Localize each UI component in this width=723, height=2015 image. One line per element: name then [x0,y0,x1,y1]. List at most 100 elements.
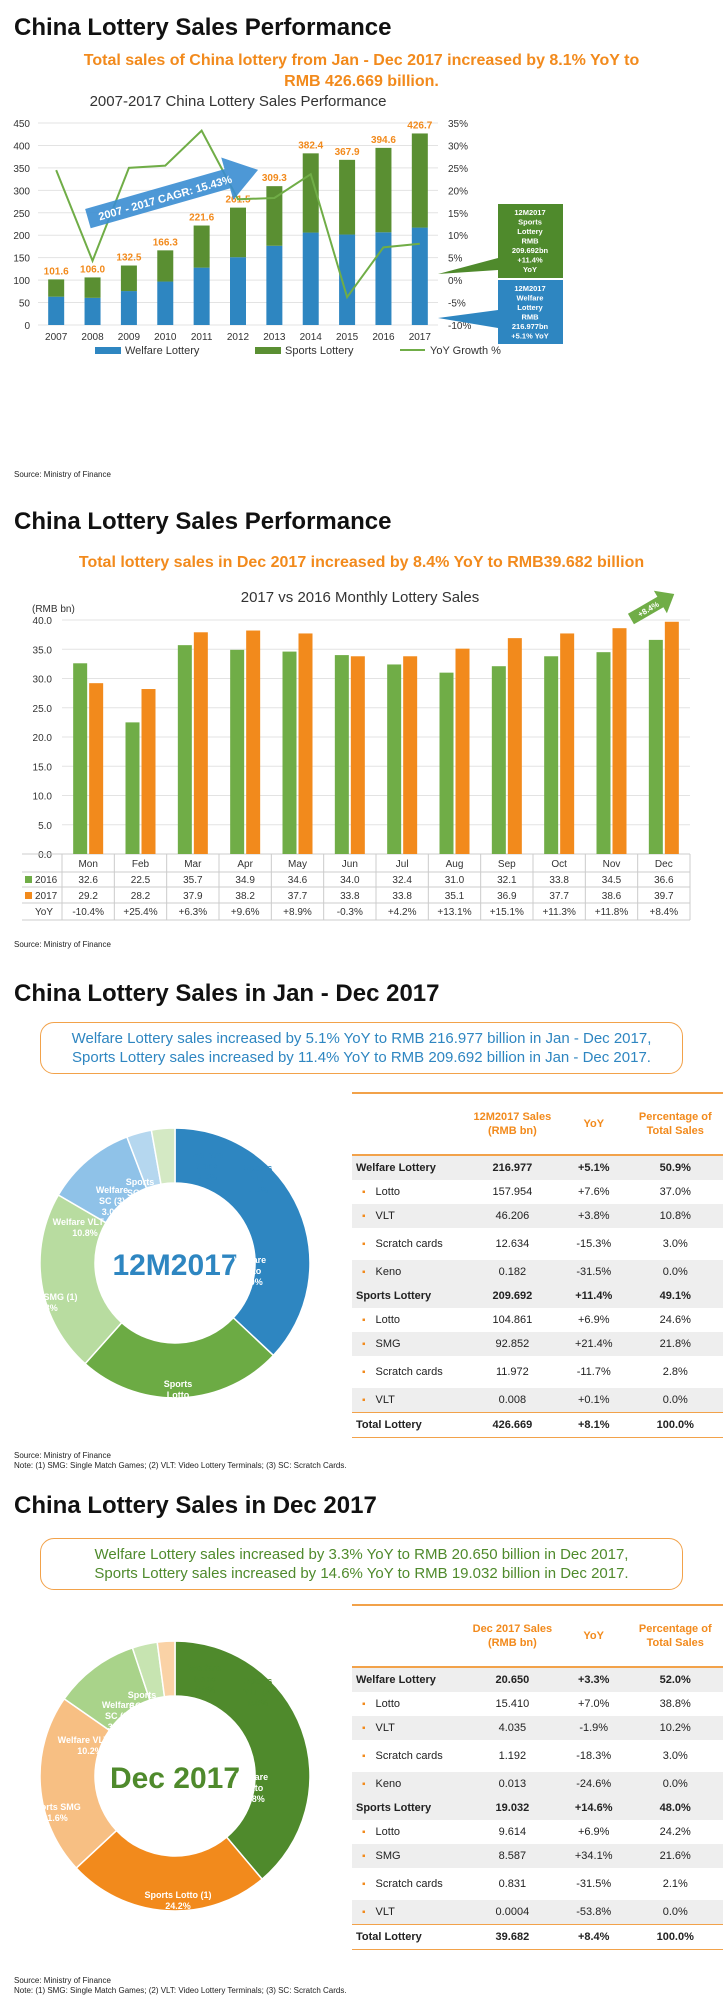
bullet-icon: ▪ [362,1186,366,1198]
bar-2016 [387,664,402,854]
table-cell: -15.3% [576,1238,612,1250]
table-header-cell: Percentage of Total Sales [627,1604,723,1668]
row-label-text: Scratch cards [375,1750,443,1763]
table-cell: 0.0004 [464,1900,560,1925]
chart1-title: 2007-2017 China Lottery Sales Performanc… [90,93,387,110]
bar-2017 [141,689,156,854]
pie-center-label: 12M2017 [112,1249,237,1282]
bar-welfare [375,232,392,325]
row-label: ▪ Scratch cards [352,1868,465,1900]
table-cell: 0.831 [498,1878,527,1890]
row-label: ▪ Scratch cards [352,1356,465,1388]
legend-label-sports: Sports Lottery [285,345,354,357]
slice-pct: 24.2% [165,1901,191,1911]
slice-pct: 0.0% [197,1172,218,1182]
sports-callout-text: 12M2017 [514,208,545,217]
legend-swatch-2017 [25,892,32,899]
bar-sports [302,153,319,233]
slice-label: SC (3) [129,1701,155,1711]
x-tick-label: 2010 [154,332,177,343]
table-cell: 0.013 [464,1772,560,1796]
row-label: ▪ SMG [352,1332,465,1356]
y-tick-label: 400 [13,141,30,152]
bar-sports [411,133,428,228]
table-cell: +6.9% [577,1826,610,1838]
slice-label: SC (3) [99,1196,125,1206]
value-2016: 34.9 [235,875,255,886]
x-tick-label: Aug [446,859,464,870]
total-data-label: 101.6 [44,266,69,277]
value-2016: 34.6 [288,875,308,886]
bar-2017 [193,632,208,854]
slice-pct: 10.8% [72,1228,98,1238]
table-cell: +21.4% [559,1332,628,1356]
value-2017: 37.7 [549,891,569,902]
bullet-icon: ▪ [362,1266,366,1278]
slice-pct: 37.0% [237,1277,263,1287]
table-cell: +6.9% [578,1314,610,1326]
table-cell: 1.192 [498,1750,527,1762]
x-tick-label: 2008 [81,332,104,343]
table-cell: 104.861 [492,1314,533,1326]
table-row: Welfare Lottery 216.977 +5.1% 50.9% [352,1155,723,1180]
total-data-label: 132.5 [116,253,141,264]
bar-sports [193,225,210,268]
y-tick-label: 300 [13,186,30,197]
table-cell: -11.7% [576,1366,611,1378]
table-row: ▪ Scratch cards 11.972 -11.7% 2.8% [352,1356,723,1388]
yoy-value: -0.3% [337,907,363,918]
vlt-leader-line [177,1642,249,1707]
x-tick-label: Feb [132,859,150,870]
slice-pct: 38.8% [239,1794,265,1804]
row-label: Sports Lottery [352,1284,465,1308]
bullet-icon: ▪ [362,1394,366,1406]
row-label-text: Keno [375,1778,402,1791]
table-row: ▪ Lotto 157.954 +7.6% 37.0% [352,1180,723,1204]
yoy-value: +8.9% [283,907,312,918]
footnote-3: Note: (1) SMG: Single Match Games; (2) V… [14,1461,347,1470]
value-2016: 32.4 [392,875,412,886]
sports-callout-text: YoY [523,265,537,274]
x-tick-label: Jun [342,859,358,870]
pie-slice [84,1316,275,1399]
total-data-label: 166.3 [153,237,178,248]
pie-slice [174,1127,311,1357]
slice-label: Welfare [234,1255,266,1265]
value-2016: 22.5 [131,875,151,886]
slice-label: VLT [250,1174,267,1184]
y-tick-label: 100 [13,276,30,287]
section4-callout: Welfare Lottery sales increased by 3.3% … [40,1538,683,1590]
slice-label: Lotto [167,1390,190,1400]
slice-pct: 21.8% [32,1303,58,1313]
table-cell: 157.954 [492,1186,533,1198]
bar-welfare [193,267,210,325]
chart2-unit-label: (RMB bn) [32,604,75,615]
sports-callout-text: Sports [518,218,542,227]
table-dec2017: Dec 2017 Sales (RMB bn) YoY Percentage of … [352,1604,723,1950]
bullet-icon: ▪ [362,1906,366,1918]
table-cell: -1.9% [559,1716,628,1740]
row-label-text: SMG [375,1338,401,1351]
bar-2017 [612,628,627,854]
value-2016: 35.7 [183,875,203,886]
table-cell: 11.972 [495,1366,529,1378]
table-cell: 0.0% [627,1772,723,1796]
y2-tick-label: 35% [448,119,468,130]
pie-center-label: Dec 2017 [110,1762,240,1795]
table-header-row: Dec 2017 Sales (RMB bn) YoY Percentage of … [352,1604,723,1668]
table-cell: -24.6% [559,1772,628,1796]
y-tick-label: 350 [13,164,30,175]
table-cell: 4.035 [464,1716,560,1740]
welfare-callout-text: 216.977bn [512,322,549,331]
row-label-yoy: YoY [35,907,53,918]
bullet-icon: ▪ [362,1826,366,1838]
bullet-icon: ▪ [362,1314,366,1326]
row-label: ▪ Lotto [352,1308,465,1332]
table-cell: 2.1% [662,1878,688,1890]
bullet-icon: ▪ [362,1210,366,1222]
bar-sports [375,147,392,233]
value-2017: 38.6 [602,891,622,902]
slice-pct: 24.6% [165,1401,191,1411]
section2-subtitle: Total lottery sales in Dec 2017 increase… [78,554,645,571]
y-tick-label: 0.0 [38,850,52,861]
